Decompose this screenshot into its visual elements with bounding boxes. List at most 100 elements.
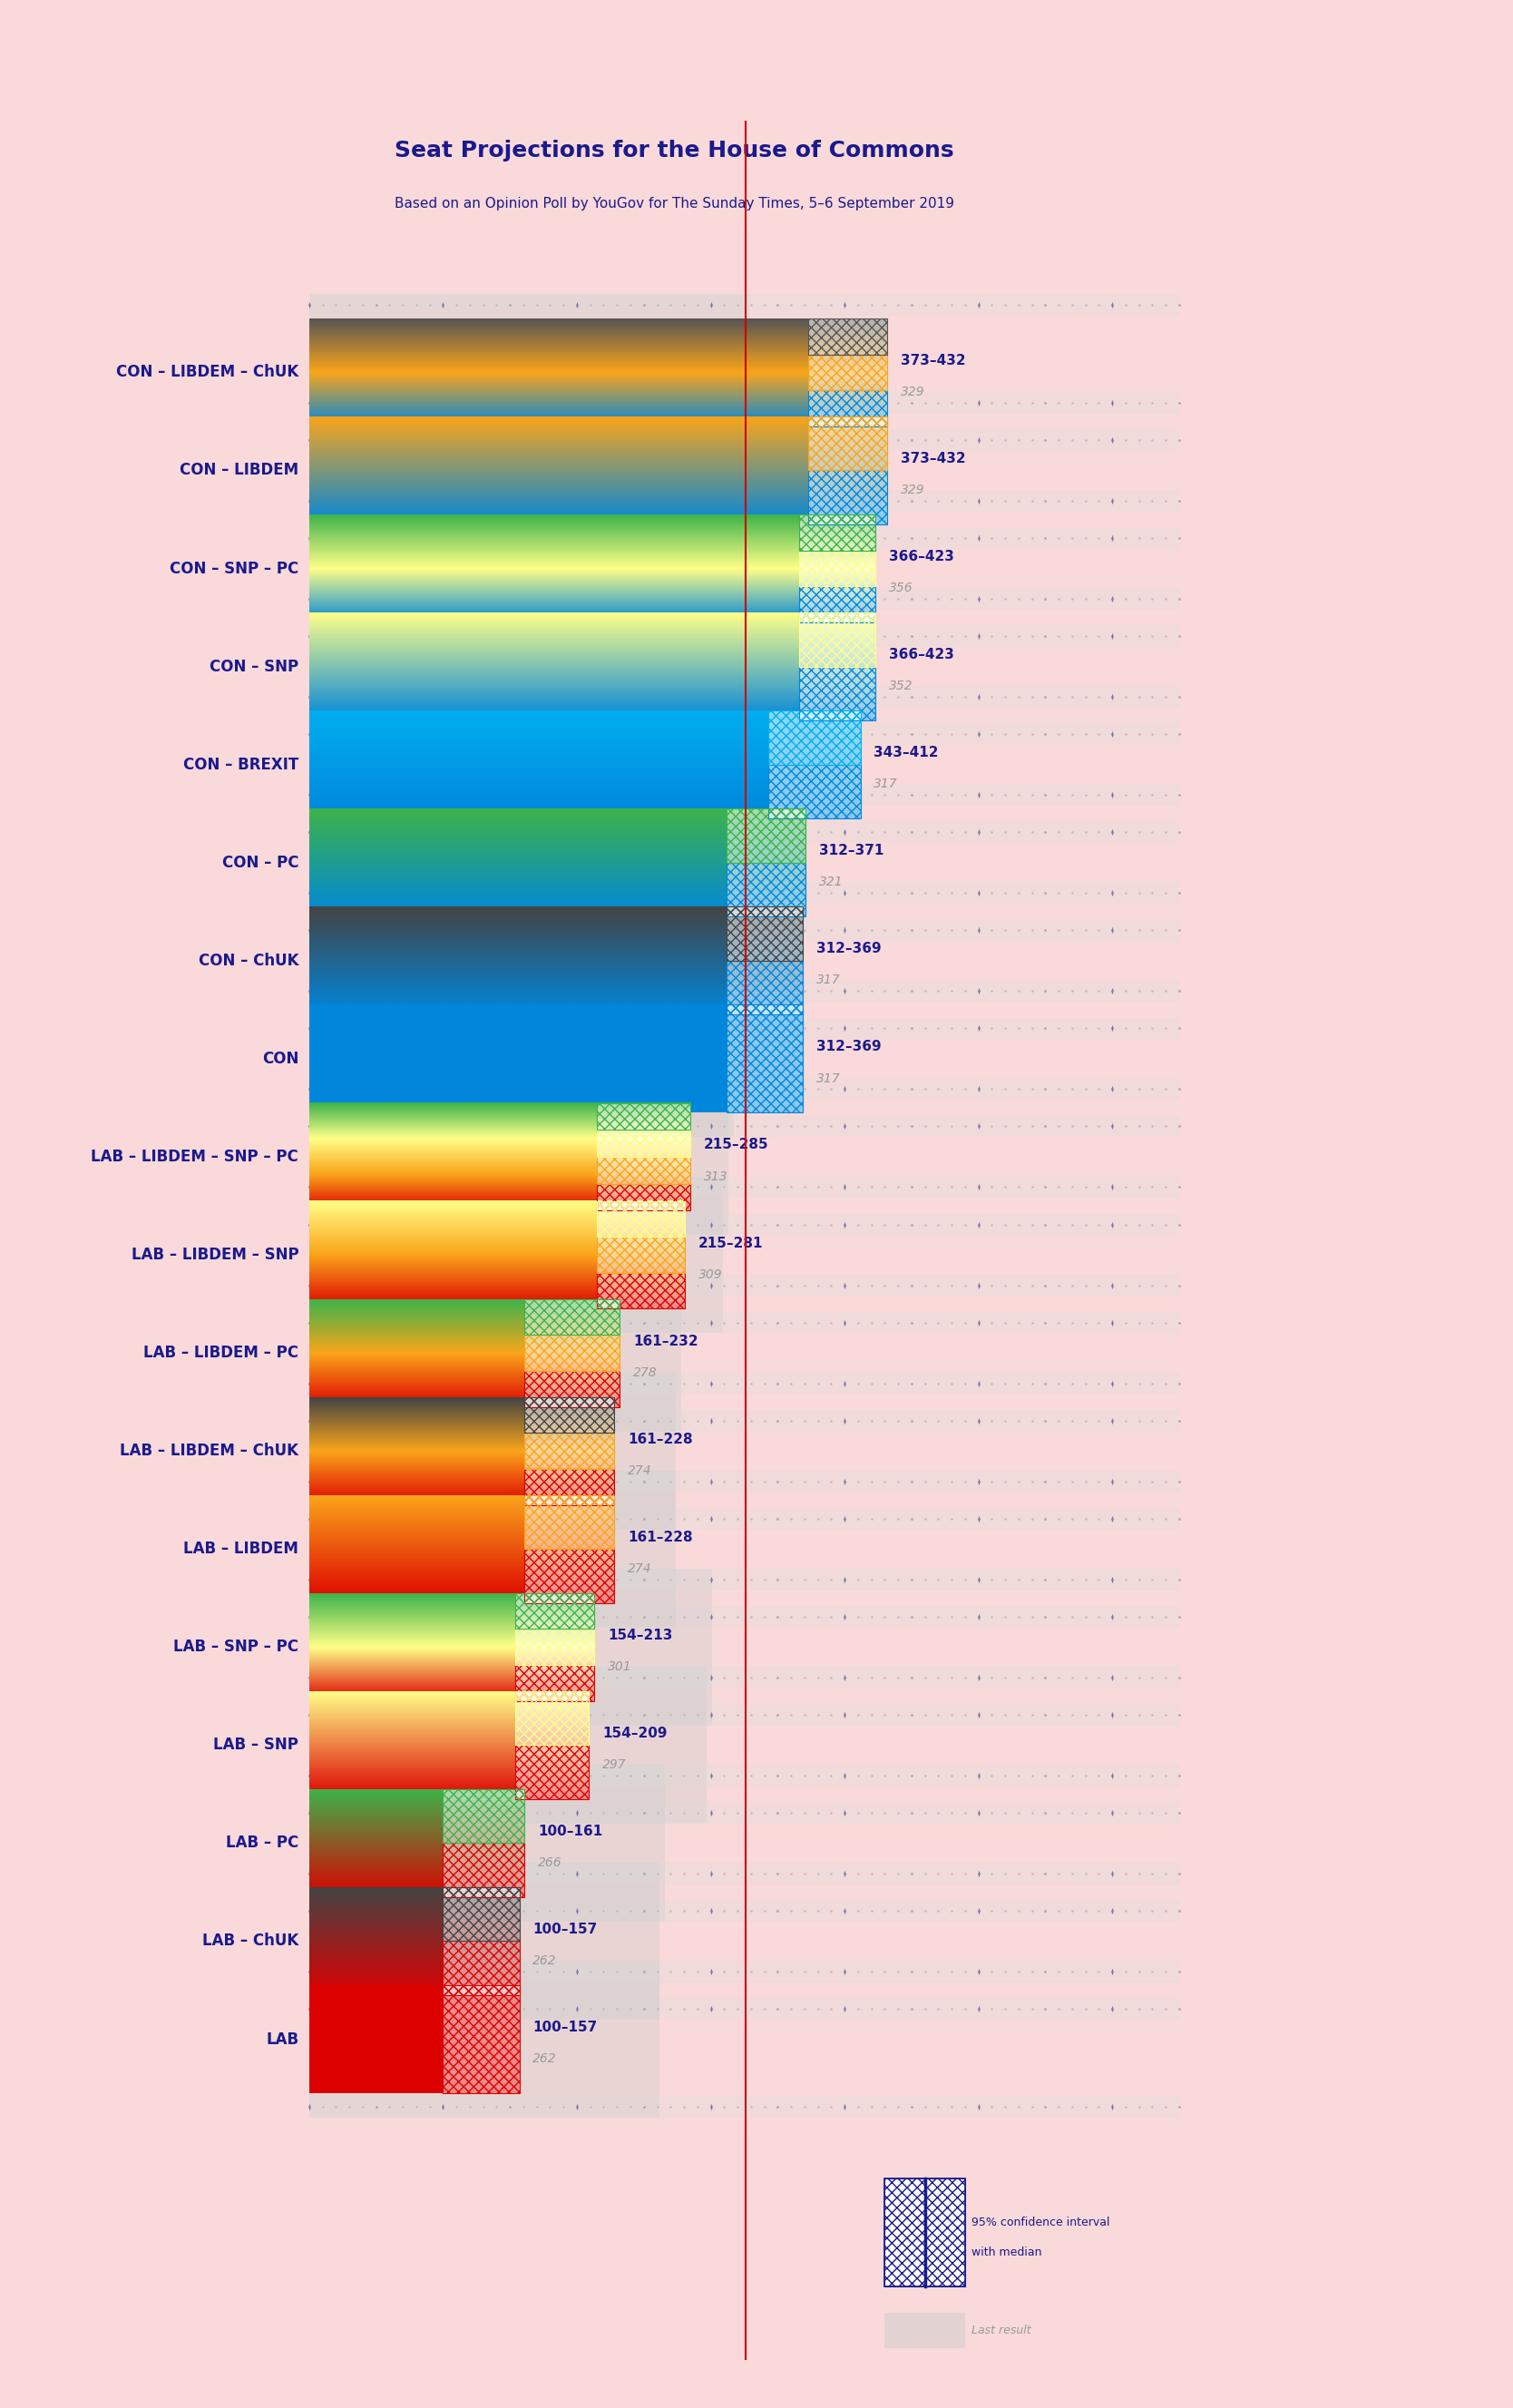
Bar <box>726 809 806 917</box>
Bar <box>309 1765 666 1922</box>
Bar <box>309 1864 660 2020</box>
Bar <box>516 1630 595 1664</box>
Text: 317: 317 <box>875 778 899 790</box>
Text: 321: 321 <box>819 877 843 889</box>
Bar <box>309 1960 660 2117</box>
Bar <box>885 2312 965 2348</box>
Text: CON: CON <box>262 1050 298 1067</box>
Bar <box>309 393 749 549</box>
Bar <box>525 1548 614 1604</box>
Bar <box>309 429 1179 450</box>
Bar <box>443 1888 519 1941</box>
Bar <box>525 1495 614 1548</box>
Bar <box>726 1004 803 1112</box>
Bar <box>525 1298 620 1334</box>
Bar <box>309 1409 1179 1430</box>
Bar <box>309 1115 1179 1137</box>
Text: LAB – LIBDEM – PC: LAB – LIBDEM – PC <box>144 1344 298 1361</box>
Bar <box>309 1178 1179 1197</box>
Bar <box>309 785 1179 807</box>
Bar <box>309 1864 1179 1885</box>
Bar <box>309 1568 713 1727</box>
Text: LAB – SNP – PC: LAB – SNP – PC <box>174 1640 298 1654</box>
Bar <box>309 980 734 1137</box>
Bar <box>309 920 1179 942</box>
Bar <box>598 1238 685 1274</box>
Bar <box>309 881 734 1040</box>
Bar <box>726 961 803 1014</box>
Bar <box>885 2179 965 2285</box>
Bar <box>769 710 861 819</box>
Text: LAB – ChUK: LAB – ChUK <box>203 1934 298 1950</box>
Text: 352: 352 <box>888 679 912 694</box>
Text: 329: 329 <box>900 385 924 397</box>
Bar <box>309 1900 1179 1922</box>
Bar <box>598 1129 690 1156</box>
Bar <box>309 1705 1179 1727</box>
Bar <box>309 393 1179 414</box>
Text: 278: 278 <box>632 1365 657 1380</box>
Text: 309: 309 <box>699 1269 723 1281</box>
Bar <box>598 1156 690 1185</box>
Text: 312–369: 312–369 <box>817 1040 882 1055</box>
Text: with median: with median <box>971 2247 1042 2259</box>
Bar <box>309 1214 1179 1235</box>
Text: 366–423: 366–423 <box>888 549 953 563</box>
Text: 161–232: 161–232 <box>632 1334 697 1348</box>
Bar <box>726 862 806 917</box>
Text: 317: 317 <box>817 1072 841 1084</box>
Text: 266: 266 <box>539 1857 563 1869</box>
Text: 154–213: 154–213 <box>608 1628 672 1642</box>
Bar <box>309 626 1179 648</box>
Bar <box>598 1202 685 1310</box>
Text: 262: 262 <box>533 1955 557 1967</box>
Bar <box>799 612 876 720</box>
Text: 154–209: 154–209 <box>602 1727 667 1741</box>
Bar <box>799 667 876 720</box>
Bar <box>525 1433 614 1469</box>
Bar <box>443 1789 525 1898</box>
Bar <box>309 722 1179 744</box>
Bar <box>808 390 887 426</box>
Text: 343–412: 343–412 <box>875 746 938 759</box>
Bar <box>525 1495 614 1604</box>
Bar <box>525 1334 620 1370</box>
Bar <box>309 1178 723 1334</box>
Text: 274: 274 <box>628 1464 652 1476</box>
Bar <box>309 1373 1179 1394</box>
Text: LAB – LIBDEM – SNP – PC: LAB – LIBDEM – SNP – PC <box>91 1149 298 1165</box>
Text: 100–157: 100–157 <box>533 2020 598 2035</box>
Bar <box>726 908 803 1014</box>
Bar <box>726 908 803 961</box>
Bar <box>516 1594 595 1700</box>
Bar <box>309 294 1179 315</box>
Bar <box>443 1842 525 1898</box>
Text: CON – BREXIT: CON – BREXIT <box>183 756 298 773</box>
Bar <box>309 1666 1179 1688</box>
Bar <box>309 588 781 744</box>
Bar <box>309 491 785 648</box>
Bar <box>516 1746 589 1799</box>
Bar <box>309 1471 676 1628</box>
Text: 95% confidence interval: 95% confidence interval <box>971 2218 1111 2227</box>
Bar <box>309 527 1179 549</box>
Bar <box>525 1298 620 1406</box>
Text: 317: 317 <box>817 973 841 987</box>
Bar <box>309 1019 1179 1040</box>
Bar <box>769 766 861 819</box>
Bar <box>525 1469 614 1505</box>
Bar <box>309 1606 1179 1628</box>
Bar <box>598 1202 685 1238</box>
Text: 373–432: 373–432 <box>900 354 965 368</box>
Text: 215–281: 215–281 <box>699 1235 764 1250</box>
Text: 373–432: 373–432 <box>900 453 965 465</box>
Bar <box>309 1373 676 1529</box>
Bar <box>598 1185 690 1211</box>
Bar <box>808 354 887 390</box>
Text: LAB – LIBDEM: LAB – LIBDEM <box>183 1541 298 1558</box>
Text: 366–423: 366–423 <box>888 648 953 662</box>
Bar <box>808 318 887 354</box>
Bar <box>808 417 887 525</box>
Bar <box>525 1397 614 1433</box>
Bar <box>309 1274 1179 1296</box>
